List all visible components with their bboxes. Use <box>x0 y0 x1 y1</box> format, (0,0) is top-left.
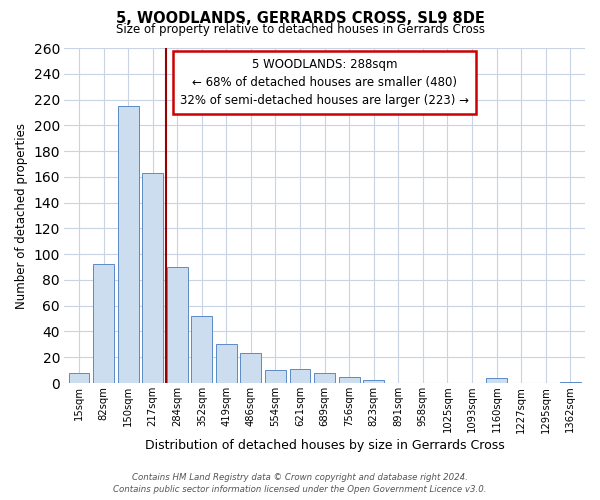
Text: 5 WOODLANDS: 288sqm
← 68% of detached houses are smaller (480)
32% of semi-detac: 5 WOODLANDS: 288sqm ← 68% of detached ho… <box>180 58 469 107</box>
Bar <box>191 316 212 383</box>
Bar <box>486 378 507 383</box>
Bar <box>364 380 384 383</box>
Y-axis label: Number of detached properties: Number of detached properties <box>15 122 28 308</box>
Bar <box>216 344 237 383</box>
Text: 5, WOODLANDS, GERRARDS CROSS, SL9 8DE: 5, WOODLANDS, GERRARDS CROSS, SL9 8DE <box>116 11 484 26</box>
Text: Size of property relative to detached houses in Gerrards Cross: Size of property relative to detached ho… <box>115 22 485 36</box>
Bar <box>93 264 114 383</box>
Bar <box>167 267 188 383</box>
Bar <box>142 173 163 383</box>
X-axis label: Distribution of detached houses by size in Gerrards Cross: Distribution of detached houses by size … <box>145 440 505 452</box>
Bar <box>68 372 89 383</box>
Bar <box>560 382 581 383</box>
Bar <box>339 376 359 383</box>
Bar <box>118 106 139 383</box>
Bar <box>314 372 335 383</box>
Text: Contains HM Land Registry data © Crown copyright and database right 2024.
Contai: Contains HM Land Registry data © Crown c… <box>113 472 487 494</box>
Bar <box>290 369 310 383</box>
Bar <box>241 354 262 383</box>
Bar <box>265 370 286 383</box>
